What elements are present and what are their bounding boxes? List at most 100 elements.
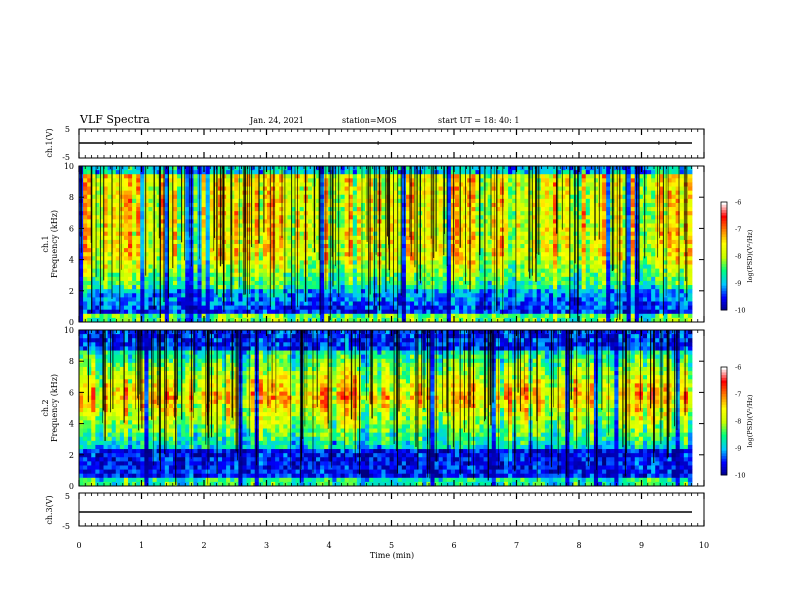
spectrogram-cell — [205, 235, 211, 241]
spectrogram-cell — [475, 186, 480, 192]
spectrogram-cell — [172, 252, 178, 257]
spectrogram-cell — [128, 170, 133, 175]
spectrogram-cell — [565, 231, 570, 237]
spectrogram-cell — [499, 285, 505, 290]
spectrogram-cell — [422, 215, 427, 220]
spectrogram-cell — [168, 166, 174, 171]
spectrogram-cell — [132, 186, 137, 192]
spectrogram-cell — [438, 235, 444, 241]
spectrogram-cell — [602, 293, 607, 298]
spectrogram-cell — [520, 260, 525, 265]
spectrogram-cell — [418, 309, 423, 315]
spectrogram-cell — [205, 289, 211, 294]
spectrogram-cell — [230, 272, 235, 278]
spectrogram-cell — [426, 252, 431, 257]
spectrogram-cell — [471, 202, 476, 208]
spectrogram-cell — [516, 244, 521, 249]
spectrogram-cell — [275, 305, 280, 311]
spectrogram-cell — [479, 260, 484, 265]
spectrogram-cell — [213, 235, 219, 241]
spectrogram-cell — [144, 207, 149, 212]
spectrogram-cell — [148, 264, 153, 270]
spectrogram-cell — [557, 170, 562, 175]
spectrogram-cell — [291, 256, 296, 261]
spectrogram-cell — [381, 305, 386, 311]
spectrogram-cell — [144, 252, 149, 257]
spectrogram-cell — [320, 309, 325, 315]
spectrogram-cell — [360, 313, 366, 319]
spectrogram-cell — [172, 309, 178, 315]
spectrogram-cell — [344, 244, 350, 249]
spectrogram-cell — [258, 317, 264, 323]
spectrogram-cell — [95, 280, 100, 286]
spectrogram-cell — [258, 231, 264, 237]
spectrogram-cell — [373, 190, 378, 196]
spectrogram-cell — [299, 293, 305, 298]
spectrogram-cell — [393, 285, 399, 290]
spectrogram-cell — [91, 219, 96, 224]
spectrogram-cell — [128, 219, 133, 224]
spectrogram-cell — [512, 276, 517, 282]
spectrogram-cell — [307, 256, 313, 261]
spectrogram-cell — [266, 264, 272, 270]
spectrogram-cell — [401, 190, 407, 196]
spectrogram-cell — [499, 227, 505, 233]
spectrogram-cell — [111, 305, 117, 311]
spectrogram-cell — [332, 264, 337, 270]
spectrogram-cell — [197, 297, 202, 302]
spectrogram-cell — [344, 198, 350, 204]
spectrogram-cell — [79, 268, 84, 274]
spectrogram-cell — [422, 244, 427, 249]
spectrogram-cell — [91, 256, 96, 261]
spectrogram-cell — [283, 211, 288, 216]
spectrogram-cell — [360, 260, 366, 265]
spectrogram-cell — [91, 317, 96, 323]
spectrogram-cell — [397, 178, 403, 183]
spectrogram-cell — [573, 219, 578, 224]
spectrogram-cell — [426, 182, 431, 187]
spectrogram-cell — [381, 317, 386, 323]
spectrogram-cell — [320, 178, 325, 183]
spectrogram-cell — [495, 182, 501, 187]
spectrogram-cell — [487, 272, 493, 278]
spectrogram-cell — [160, 256, 166, 261]
spectrogram-cell — [606, 223, 611, 228]
spectrogram-cell — [123, 301, 129, 306]
spectrogram-cell — [577, 305, 583, 311]
spectrogram-cell — [393, 317, 399, 323]
spectrogram-cell — [438, 198, 444, 204]
spectrogram-cell — [123, 178, 129, 183]
spectrogram-cell — [471, 194, 476, 200]
spectrogram-cell — [381, 239, 386, 245]
spectrogram-cell — [140, 190, 145, 196]
spectrogram-cell — [299, 207, 305, 212]
spectrogram-cell — [324, 297, 329, 302]
spectrogram-cell — [360, 174, 366, 179]
spectrogram-cell — [283, 170, 288, 175]
spectrogram-cell — [397, 227, 403, 233]
spectrogram-cell — [283, 219, 288, 224]
spectrogram-cell — [426, 305, 431, 311]
spectrogram-cell — [397, 174, 403, 179]
spectrogram-cell — [561, 297, 566, 302]
spectrogram-cell — [148, 170, 153, 175]
spectrogram-cell — [544, 166, 550, 171]
spectrogram-cell — [410, 260, 415, 265]
spectrogram-cell — [360, 190, 366, 196]
spectrogram-cell — [454, 174, 460, 179]
spectrogram-cell — [598, 252, 603, 257]
spectrogram-cell — [454, 285, 460, 290]
spectrogram-cell — [442, 264, 448, 270]
spectrogram-cell — [548, 215, 554, 220]
spectrogram-cell — [540, 313, 546, 319]
spectrogram-cell — [360, 272, 366, 278]
spectrogram-cell — [250, 285, 256, 290]
spectrogram-cell — [287, 194, 292, 200]
spectrogram-cell — [561, 317, 566, 323]
spectrogram-cell — [87, 186, 92, 192]
spectrogram-cell — [136, 248, 141, 253]
spectrogram-cell — [467, 293, 472, 298]
spectrogram-cell — [405, 313, 411, 319]
spectrogram-cell — [581, 289, 587, 294]
spectrogram-cell — [291, 293, 296, 298]
